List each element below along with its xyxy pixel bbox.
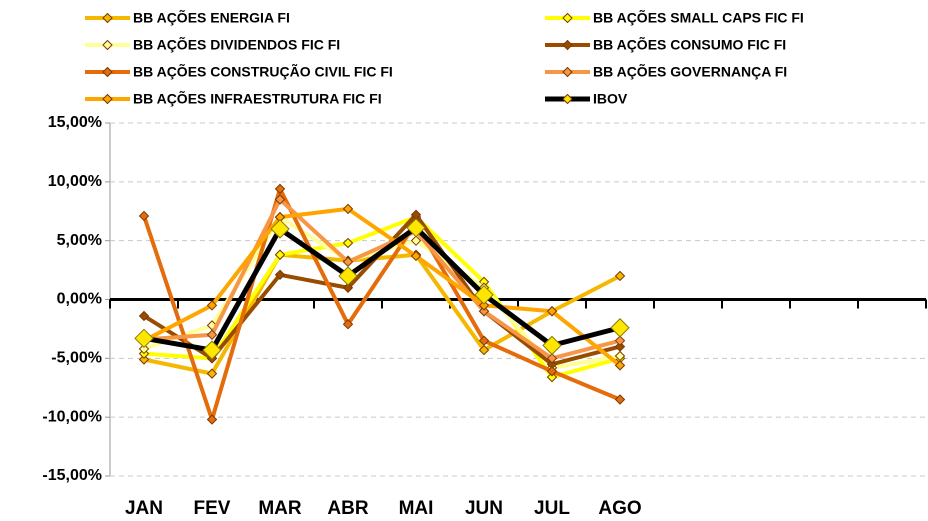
x-tick-label: JUL: [534, 498, 570, 519]
series-marker: [342, 319, 354, 330]
legend-marker: [102, 39, 113, 51]
legend-label: BB AÇÕES GOVERNANÇA FI: [593, 63, 787, 80]
series-line: [143, 197, 621, 361]
series-marker: [206, 300, 218, 311]
legend-marker: [102, 12, 113, 24]
legend-label: BB AÇÕES CONSTRUÇÃO CIVIL FIC FI: [133, 63, 393, 80]
y-tick-label: 10,00%: [48, 173, 102, 190]
series-marker: [206, 329, 218, 341]
x-tick-label: AGO: [598, 498, 641, 519]
series-marker: [614, 360, 626, 371]
series-marker: [138, 354, 150, 365]
y-tick-label: 5,00%: [57, 232, 102, 249]
legend-label: BB AÇÕES DIVIDENDOS FIC FI: [133, 36, 340, 53]
series-marker: [134, 328, 154, 349]
series-marker: [478, 306, 490, 317]
series-marker: [546, 353, 558, 364]
legend-label: BB AÇÕES CONSUMO FIC FI: [593, 36, 786, 53]
y-tick-label: -10,00%: [42, 408, 102, 425]
x-tick-label: JUN: [465, 498, 503, 519]
series-marker: [410, 235, 422, 246]
y-tick-label: -15,00%: [42, 467, 102, 484]
series-marker: [342, 203, 354, 215]
legend-label: BB AÇÕES SMALL CAPS FIC FI: [593, 9, 804, 26]
series-marker: [274, 269, 286, 280]
x-tick-label: MAI: [399, 498, 434, 519]
legend-label: BB AÇÕES INFRAESTRUTURA FIC FI: [133, 90, 382, 107]
y-tick-label: -5,00%: [51, 350, 102, 367]
series-marker: [546, 306, 558, 317]
series-marker: [546, 366, 558, 377]
series-line: [143, 225, 621, 353]
x-tick-label: JAN: [125, 498, 163, 519]
series-marker: [614, 394, 626, 405]
legend-marker: [562, 93, 573, 105]
series-line: [143, 252, 621, 376]
series-marker: [138, 343, 150, 355]
series-marker: [614, 341, 626, 352]
legend-marker: [102, 93, 113, 105]
y-tick-label: 15,00%: [48, 114, 102, 131]
series-marker: [338, 266, 358, 286]
series-marker: [274, 183, 286, 195]
series-marker: [542, 335, 562, 356]
x-tick-label: MAR: [258, 498, 302, 519]
series-marker: [474, 285, 494, 305]
series-marker: [614, 335, 626, 346]
legend-marker: [102, 66, 113, 78]
legend-label: IBOV: [593, 91, 628, 107]
series-marker: [478, 300, 490, 311]
legend-marker: [562, 66, 573, 78]
series-marker: [546, 371, 558, 383]
series-marker: [202, 340, 222, 360]
legend-marker: [562, 12, 573, 24]
series-marker: [274, 249, 286, 260]
series-marker: [274, 194, 286, 205]
series-marker: [406, 218, 426, 238]
series-marker: [206, 414, 218, 425]
y-tick-label: 0,00%: [57, 291, 102, 308]
series-marker: [138, 210, 150, 222]
series-marker: [478, 335, 490, 346]
legend-marker: [562, 39, 573, 51]
series-marker: [342, 237, 354, 249]
series-marker: [614, 270, 626, 282]
x-tick-label: FEV: [194, 498, 231, 519]
series-marker: [610, 318, 630, 338]
series-line: [143, 206, 622, 367]
series-marker: [270, 219, 290, 239]
series-marker: [478, 344, 490, 356]
x-tick-label: ABR: [327, 498, 368, 519]
legend-label: BB AÇÕES ENERGIA FI: [133, 9, 290, 26]
series-marker: [342, 282, 354, 293]
series-marker: [206, 368, 218, 379]
series-marker: [138, 310, 150, 322]
series-line: [142, 186, 621, 422]
series-marker: [410, 250, 422, 262]
